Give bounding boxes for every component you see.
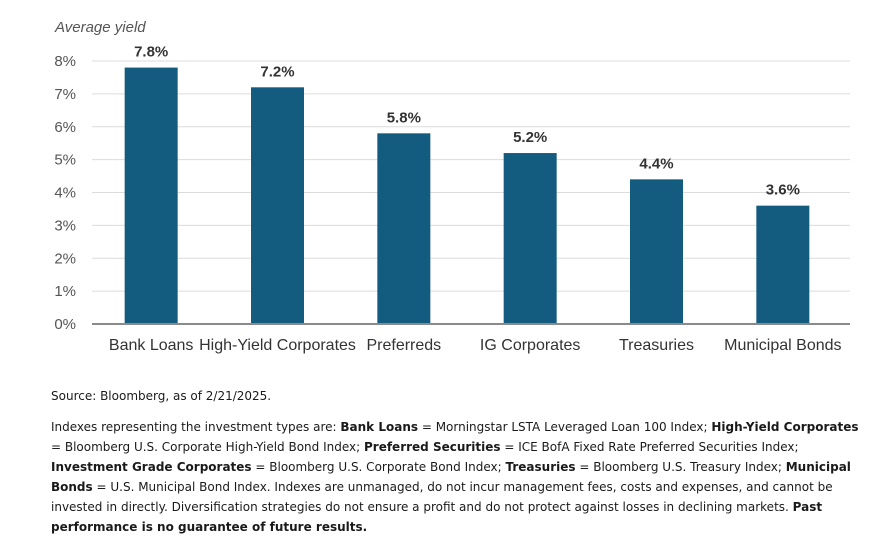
bars — [124, 67, 810, 324]
bar — [630, 179, 683, 324]
bar — [756, 205, 810, 324]
y-tick-label: 3% — [54, 217, 76, 234]
y-axis-title: Average yield — [54, 19, 146, 36]
y-axis-ticks: 0% 1% 2% 3% 4% 5% 6% 7% 8% — [54, 53, 76, 333]
source-note: Source: Bloomberg, as of 2/21/2025. — [51, 389, 272, 403]
y-tick-label: 4% — [54, 185, 76, 202]
bar-value-label: 7.2% — [260, 63, 294, 80]
bar-value-label: 7.8% — [134, 44, 168, 61]
x-tick-label: Treasuries — [619, 337, 694, 354]
y-tick-label: 7% — [54, 86, 76, 103]
y-tick-label: 0% — [54, 316, 76, 333]
bar — [251, 87, 304, 324]
x-tick-label: IG Corporates — [480, 337, 580, 354]
x-tick-label: Preferreds — [366, 337, 441, 354]
x-axis-labels: Bank Loans High-Yield Corporates Preferred… — [109, 337, 842, 354]
x-tick-label: Municipal Bonds — [724, 337, 841, 354]
bar-chart: Average yield 0% 1% 2% 3% 4% 5% 6% 7% 8% 7.8% 7.2… — [54, 19, 850, 354]
y-tick-label: 6% — [54, 119, 76, 136]
bar-value-label: 4.4% — [639, 155, 673, 172]
bar-value-label: 3.6% — [766, 182, 800, 199]
bar — [377, 133, 431, 324]
value-labels: 7.8% 7.2% 5.8% 5.2% 4.4% 3.6% — [134, 44, 800, 199]
bar — [503, 153, 557, 324]
y-tick-label: 5% — [54, 152, 76, 169]
chart-notes: Source: Bloomberg, as of 2/21/2025. Inde… — [51, 386, 866, 537]
y-tick-label: 2% — [54, 250, 76, 267]
bar — [124, 67, 178, 324]
bar-value-label: 5.2% — [513, 129, 547, 146]
bar-value-label: 5.8% — [387, 109, 421, 126]
x-tick-label: High-Yield Corporates — [199, 337, 356, 354]
gridlines — [92, 60, 850, 292]
y-tick-label: 1% — [54, 283, 76, 300]
disclaimer-text: Indexes representing the investment type… — [51, 420, 859, 534]
x-tick-label: Bank Loans — [109, 337, 194, 354]
y-tick-label: 8% — [54, 53, 76, 70]
